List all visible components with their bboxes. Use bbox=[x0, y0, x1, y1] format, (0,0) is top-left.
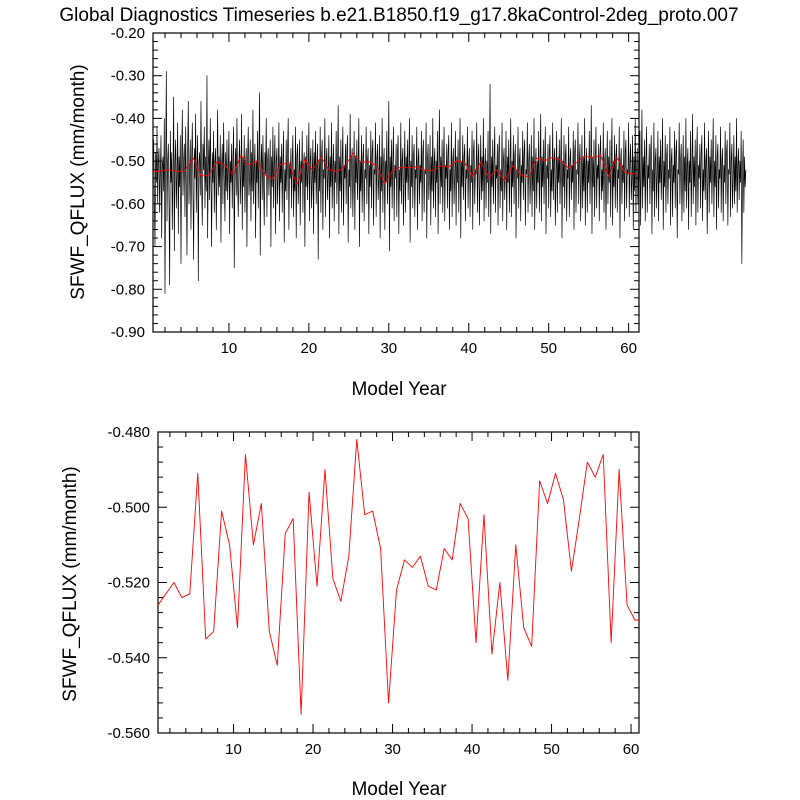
bottom-x-tick-label: 20 bbox=[305, 741, 322, 758]
top-chart-panel: -0.90 -0.80 -0.70 -0.60 -0.50 -0.40 -0.30 -0.20… bbox=[68, 25, 747, 400]
top-y-axis-label: SFWF_QFLUX (mm/month) bbox=[68, 64, 89, 299]
top-x-tick-label: 50 bbox=[540, 340, 557, 357]
top-x-tick-label: 60 bbox=[620, 340, 637, 357]
top-y-tick-label: -0.60 bbox=[111, 196, 145, 213]
bottom-y-axis-label: SFWF_QFLUX (mm/month) bbox=[60, 466, 81, 701]
bottom-y-tick-label: -0.540 bbox=[107, 650, 150, 667]
top-x-tick-label: 10 bbox=[221, 340, 238, 357]
top-x-tick-label: 40 bbox=[460, 340, 477, 357]
bottom-y-tick-label: -0.500 bbox=[107, 499, 150, 516]
top-y-tick-label: -0.90 bbox=[111, 324, 145, 341]
bottom-chart-panel: -0.560 -0.540 -0.520 -0.500 -0.480 10 20 30 40 50… bbox=[60, 424, 640, 800]
top-y-tick-label: -0.20 bbox=[111, 25, 145, 42]
bottom-axis-ticks: -0.560 -0.540 -0.520 -0.500 -0.480 10 20 30 40 50… bbox=[107, 424, 639, 758]
top-axis-ticks: -0.90 -0.80 -0.70 -0.60 -0.50 -0.40 -0.30 -0.20… bbox=[111, 25, 639, 357]
top-series-group bbox=[152, 71, 747, 294]
bottom-x-axis-label: Model Year bbox=[351, 779, 447, 800]
bottom-x-tick-label: 30 bbox=[384, 741, 401, 758]
top-y-tick-label: -0.70 bbox=[111, 239, 145, 256]
top-y-tick-label: -0.80 bbox=[111, 281, 145, 298]
bottom-y-tick-label: -0.480 bbox=[107, 424, 150, 441]
top-series-monthly-line bbox=[152, 71, 747, 294]
top-x-tick-label: 30 bbox=[380, 340, 397, 357]
bottom-x-tick-label: 50 bbox=[543, 741, 560, 758]
top-y-tick-label: -0.40 bbox=[111, 110, 145, 127]
bottom-series-annual-mean-line bbox=[157, 439, 639, 715]
top-x-axis-label: Model Year bbox=[351, 379, 447, 400]
chart-title: Global Diagnostics Timeseries b.e21.B185… bbox=[59, 5, 738, 26]
bottom-series-group bbox=[157, 439, 639, 715]
bottom-y-tick-label: -0.520 bbox=[107, 575, 150, 592]
bottom-x-tick-label: 60 bbox=[623, 741, 640, 758]
top-series-annual-mean-line bbox=[152, 152, 637, 186]
top-x-tick-label: 20 bbox=[301, 340, 318, 357]
bottom-x-tick-label: 40 bbox=[464, 741, 481, 758]
top-y-tick-label: -0.50 bbox=[111, 153, 145, 170]
bottom-x-tick-label: 10 bbox=[225, 741, 242, 758]
bottom-y-tick-label: -0.560 bbox=[107, 725, 150, 742]
top-y-tick-label: -0.30 bbox=[111, 68, 145, 85]
